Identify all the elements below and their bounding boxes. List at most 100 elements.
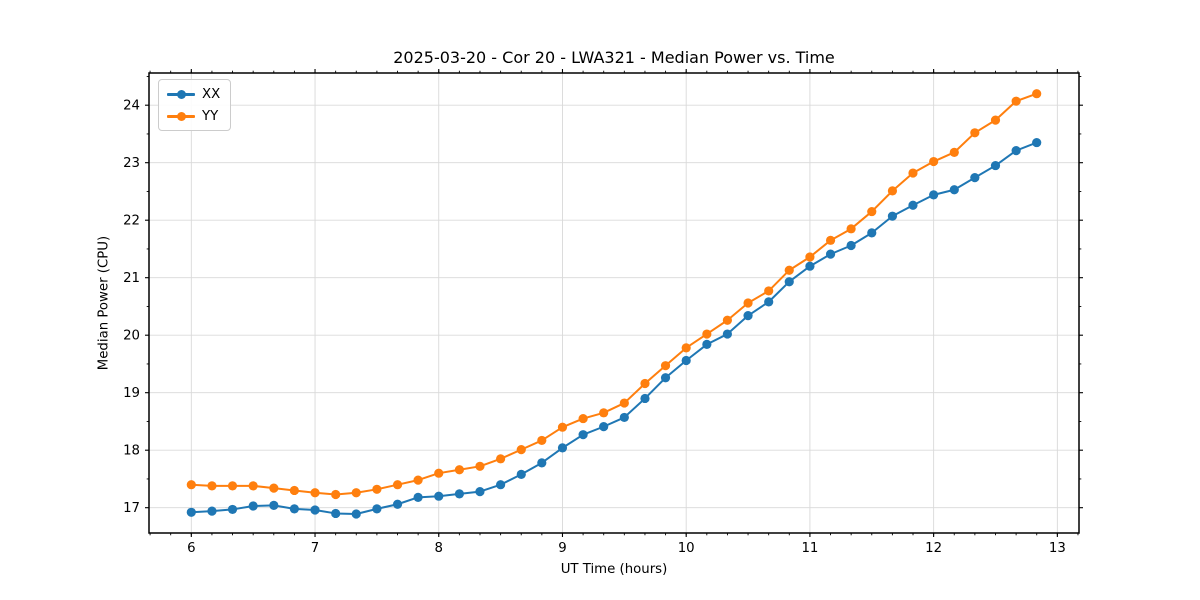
data-point-yy (805, 252, 815, 262)
y-tick-label: 24 (123, 99, 140, 114)
data-point-xx (454, 489, 465, 499)
marker-dot-icon (176, 111, 186, 121)
data-point-yy (764, 286, 774, 296)
series-line-yy (191, 92, 1038, 496)
data-point-xx (1011, 146, 1021, 156)
data-point-yy (496, 454, 506, 464)
y-tick-label: 23 (123, 156, 140, 171)
data-point-yy (970, 128, 980, 138)
data-point-yy (557, 422, 568, 432)
data-point-yy (722, 315, 732, 325)
data-point-yy (434, 468, 444, 478)
data-point-yy (537, 435, 547, 446)
data-point-xx (537, 458, 547, 468)
data-point-yy (578, 413, 588, 424)
y-tick-label: 18 (123, 444, 140, 459)
data-point-yy (619, 398, 629, 408)
data-point-yy (599, 408, 609, 418)
y-axis-label-text: Median Power (CPU) (96, 235, 112, 371)
data-point-xx (599, 422, 609, 432)
data-point-xx (702, 339, 712, 349)
data-point-yy (516, 445, 526, 455)
legend-item-xx: XX (167, 85, 220, 103)
legend-item-yy: YY (167, 107, 220, 125)
data-point-yy (310, 488, 320, 498)
data-point-yy (392, 480, 403, 490)
data-point-xx (722, 329, 732, 339)
data-point-xx (640, 393, 650, 404)
data-point-xx (372, 504, 382, 514)
data-point-xx (496, 480, 506, 490)
data-point-xx (248, 501, 258, 511)
data-point-xx (310, 505, 320, 515)
plot-border (148, 72, 1080, 534)
data-point-yy (660, 361, 671, 371)
data-point-yy (289, 485, 299, 496)
x-tick-label: 9 (558, 541, 566, 556)
data-point-yy (454, 465, 465, 475)
data-point-xx (475, 487, 485, 497)
data-point-xx (619, 412, 629, 423)
data-point-xx (207, 506, 217, 516)
data-point-yy (949, 147, 959, 157)
legend-label-xx: XX (202, 86, 221, 102)
data-point-yy (475, 461, 485, 471)
legend-sample-xx (167, 89, 195, 99)
data-point-xx (413, 492, 423, 502)
data-point-yy (929, 156, 939, 167)
data-point-yy (248, 481, 258, 491)
data-point-yy (331, 489, 341, 500)
data-point-xx (949, 185, 959, 195)
data-point-xx (990, 160, 1001, 171)
x-axis-label: UT Time (hours) (560, 562, 668, 577)
y-tick-label: 19 (123, 386, 140, 401)
data-point-yy (413, 475, 423, 485)
data-point-yy (846, 224, 856, 234)
data-point-yy (825, 235, 836, 245)
data-point-yy (990, 115, 1001, 125)
data-point-xx (929, 190, 939, 200)
data-point-yy (702, 329, 712, 339)
data-point-yy (227, 481, 238, 491)
data-point-yy (207, 481, 217, 491)
data-point-yy (269, 483, 279, 493)
data-point-yy (867, 206, 877, 217)
data-point-yy (743, 298, 753, 308)
y-tick-label: 17 (123, 501, 140, 516)
x-tick-label: 10 (678, 541, 695, 556)
data-point-xx (743, 311, 753, 321)
data-point-xx (392, 499, 403, 509)
data-point-xx (269, 500, 279, 510)
data-point-xx (227, 504, 238, 515)
data-point-xx (908, 200, 918, 210)
y-tick-label: 20 (123, 329, 140, 344)
data-point-xx (867, 228, 877, 238)
data-point-yy (372, 484, 382, 494)
data-point-xx (681, 355, 691, 366)
x-tick-label: 12 (925, 541, 942, 556)
legend-sample-yy (167, 111, 195, 121)
data-point-yy (681, 343, 691, 353)
data-point-xx (1032, 137, 1042, 148)
data-point-xx (846, 240, 856, 251)
data-point-xx (186, 507, 196, 517)
data-point-yy (186, 480, 196, 490)
data-point-xx (887, 211, 898, 221)
data-point-xx (516, 469, 526, 479)
data-point-xx (434, 491, 444, 501)
data-point-xx (289, 504, 299, 514)
data-point-xx (805, 261, 815, 271)
x-tick-label: 6 (187, 541, 195, 556)
data-point-xx (764, 297, 774, 307)
data-point-yy (784, 265, 794, 275)
data-point-xx (660, 373, 671, 383)
x-tick-label: 11 (801, 541, 818, 556)
y-tick-label: 21 (123, 271, 140, 286)
legend: XX YY (158, 79, 232, 131)
x-tick-label: 13 (1049, 541, 1066, 556)
data-point-yy (1011, 96, 1021, 106)
y-tick-label: 22 (123, 214, 140, 229)
marker-dot-icon (176, 89, 186, 99)
